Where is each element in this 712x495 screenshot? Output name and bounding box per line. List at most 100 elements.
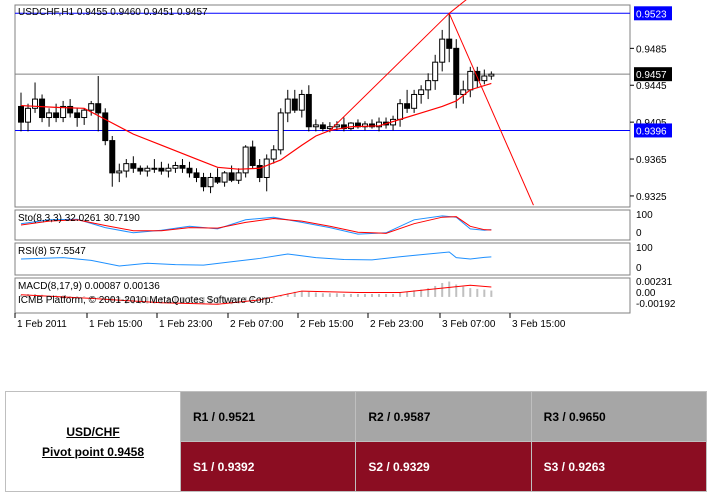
- candle: [298, 89, 305, 118]
- candle-body: [60, 105, 67, 119]
- price-highlight-label: 0.9457: [636, 70, 667, 81]
- stochastic-tick-label: 0: [636, 228, 642, 239]
- candle: [249, 140, 256, 169]
- time-tick-label: 3 Feb 15:00: [512, 319, 566, 330]
- candle: [277, 108, 284, 155]
- candle: [25, 103, 32, 132]
- candle-body: [432, 61, 439, 82]
- platform-copyright: ICMB Platform, © 2001-2010 MetaQuotes So…: [18, 295, 273, 306]
- candle-body: [256, 164, 263, 178]
- candle: [319, 122, 326, 132]
- candle: [263, 154, 270, 192]
- candle-body: [397, 103, 404, 120]
- candle: [369, 119, 375, 129]
- candle-body: [116, 170, 123, 174]
- candle: [186, 161, 193, 178]
- candle-body: [193, 172, 200, 178]
- candle: [404, 89, 411, 113]
- candle-body: [158, 167, 165, 172]
- candle-body: [312, 124, 319, 128]
- time-tick-label: 1 Feb 23:00: [159, 319, 213, 330]
- candle: [137, 165, 144, 175]
- candle: [151, 159, 158, 173]
- trend-line: [329, 12, 450, 131]
- candle-body: [179, 164, 186, 169]
- candle-body: [467, 70, 474, 91]
- candle: [18, 92, 24, 132]
- macd-panel: MACD(8,17,9) 0.00087 0.00136 ICMB Platfor…: [14, 277, 676, 314]
- price-highlight-label: 0.9523: [636, 9, 667, 20]
- support-1: S1 / 0.9392: [179, 441, 357, 492]
- candle: [214, 168, 221, 184]
- candle: [39, 94, 46, 123]
- candle-body: [446, 38, 453, 49]
- candle-body: [411, 93, 418, 109]
- macd-tick-label: -0.00192: [636, 299, 676, 310]
- candle: [481, 69, 488, 85]
- candle-body: [46, 112, 53, 119]
- rsi-frame: [14, 242, 631, 276]
- candle-body: [207, 176, 214, 188]
- candle: [418, 85, 425, 104]
- rsi-panel: RSI(8) 57.5547 100 0: [14, 242, 653, 276]
- candle-body: [340, 124, 347, 130]
- candle: [446, 13, 453, 63]
- price-tick-label: 0.9325: [636, 192, 667, 203]
- candle-body: [249, 146, 256, 166]
- candle: [109, 135, 116, 187]
- candle-body: [235, 172, 242, 181]
- candle-body: [228, 172, 235, 181]
- time-tick-label: 1 Feb 2011: [17, 319, 67, 330]
- candle-body: [151, 167, 158, 170]
- candle: [116, 163, 123, 183]
- candle: [425, 73, 432, 100]
- time-tick-label: 2 Feb 07:00: [230, 319, 284, 330]
- pair-name: USD/CHF: [66, 424, 120, 439]
- candle-body: [67, 105, 74, 114]
- candle: [305, 85, 312, 132]
- support-2: S2 / 0.9329: [355, 441, 532, 492]
- candle: [53, 103, 60, 123]
- macd-signal-line: [20, 284, 492, 305]
- price-tick-label: 0.9445: [636, 81, 667, 92]
- resistance-3: R3 / 0.9650: [530, 391, 708, 442]
- candle: [312, 119, 319, 132]
- candle: [460, 80, 467, 104]
- candle: [200, 172, 207, 192]
- candle: [172, 161, 179, 173]
- trend-line: [448, 13, 534, 206]
- candle-body: [291, 98, 298, 111]
- candle: [60, 100, 67, 123]
- candle-body: [172, 164, 179, 169]
- candle-body: [305, 93, 312, 128]
- candle-body: [95, 103, 102, 114]
- candle-body: [144, 167, 151, 172]
- stochastic-tick-label: 100: [636, 210, 653, 221]
- candle: [284, 89, 291, 123]
- time-tick-label: 2 Feb 23:00: [370, 319, 424, 330]
- candle: [432, 54, 439, 90]
- rsi-tick-label: 100: [636, 243, 653, 254]
- resistance-1: R1 / 0.9521: [179, 391, 357, 442]
- candle-body: [81, 109, 88, 119]
- candle-body: [418, 89, 425, 95]
- price-tick-label: 0.9365: [636, 155, 667, 166]
- candle-body: [425, 80, 432, 91]
- candle-body: [102, 112, 109, 142]
- candle-body: [439, 38, 446, 63]
- candle: [74, 108, 81, 127]
- candle: [256, 159, 263, 183]
- candle: [270, 145, 277, 164]
- candle-body: [137, 167, 144, 172]
- candle: [165, 163, 172, 178]
- candle-body: [347, 122, 354, 130]
- candle-body: [460, 89, 467, 95]
- price-highlight-box: [634, 67, 672, 82]
- candle-body: [130, 163, 137, 169]
- trend-line: [448, 0, 467, 14]
- pivot-point: Pivot point 0.9458: [41, 444, 145, 459]
- candle: [81, 108, 88, 125]
- candle-body: [319, 124, 326, 130]
- candle-body: [284, 98, 291, 114]
- candle-body: [200, 176, 207, 188]
